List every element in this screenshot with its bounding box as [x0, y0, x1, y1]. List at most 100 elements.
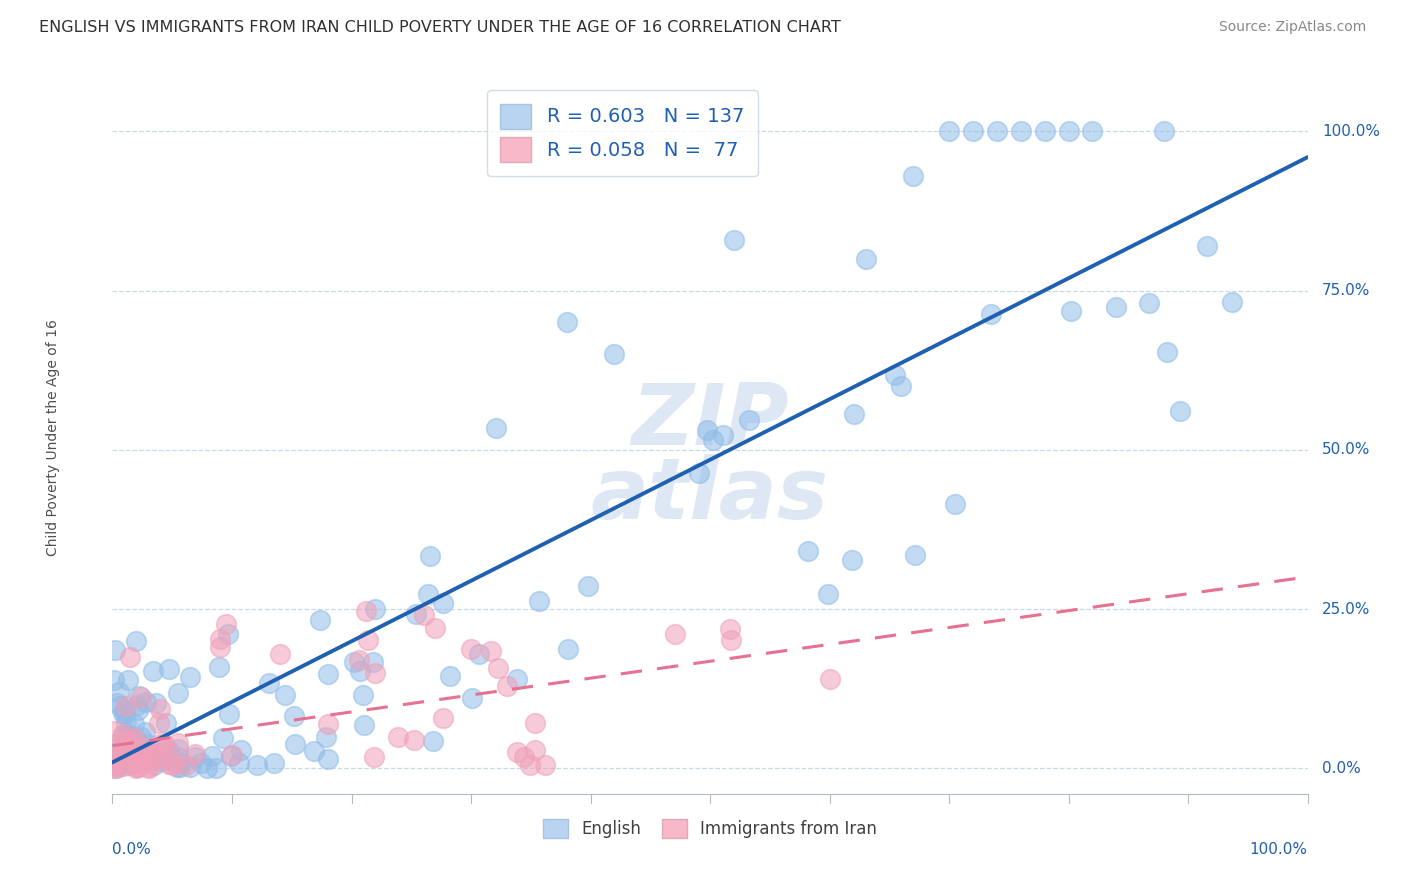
Point: [217, 627, 239, 641]
Text: 0.0%: 0.0%: [1322, 761, 1361, 776]
Point: [114, 749, 136, 764]
Point: [228, 756, 250, 770]
Point: [115, 733, 138, 747]
Point: [356, 604, 378, 618]
Point: [114, 698, 136, 713]
Point: [720, 632, 742, 647]
Point: [486, 661, 509, 675]
Point: [496, 679, 519, 693]
Point: [402, 733, 425, 747]
Point: [128, 689, 150, 703]
Point: [124, 748, 146, 763]
Point: [115, 744, 138, 758]
Point: [142, 664, 165, 678]
Point: [138, 755, 160, 769]
Point: [702, 434, 724, 448]
Point: [841, 553, 863, 567]
Point: [112, 706, 135, 720]
Point: [302, 744, 325, 758]
Point: [153, 738, 176, 752]
Point: [153, 752, 176, 766]
Point: [711, 427, 734, 442]
Point: [107, 760, 129, 774]
Point: [263, 756, 285, 771]
Point: [125, 633, 148, 648]
Point: [179, 670, 201, 684]
Point: [127, 756, 149, 770]
Point: [142, 750, 165, 764]
Point: [122, 716, 145, 731]
Point: [135, 695, 157, 709]
Point: [361, 655, 384, 669]
Point: [349, 664, 371, 678]
Point: [208, 632, 231, 646]
Point: [105, 696, 128, 710]
Point: [485, 420, 508, 434]
Point: [167, 686, 190, 700]
Point: [190, 756, 212, 770]
Point: [1153, 124, 1175, 138]
Point: [131, 747, 153, 761]
Text: 100.0%: 100.0%: [1322, 124, 1379, 139]
Point: [150, 751, 173, 765]
Point: [269, 647, 291, 661]
Point: [108, 685, 131, 699]
Text: 50.0%: 50.0%: [1322, 442, 1371, 458]
Point: [343, 655, 366, 669]
Point: [128, 738, 150, 752]
Point: [412, 608, 434, 623]
Point: [136, 760, 159, 774]
Point: [903, 169, 925, 183]
Point: [229, 743, 252, 757]
Point: [134, 743, 156, 757]
Point: [118, 758, 141, 772]
Point: [842, 407, 865, 421]
Point: [208, 660, 231, 674]
Point: [723, 233, 745, 247]
Text: 0.0%: 0.0%: [112, 842, 152, 857]
Point: [246, 758, 269, 772]
Point: [128, 703, 150, 717]
Point: [115, 743, 138, 757]
Point: [124, 750, 146, 764]
Point: [105, 745, 128, 759]
Point: [884, 368, 907, 383]
Point: [114, 703, 136, 717]
Point: [347, 652, 370, 666]
Point: [432, 710, 454, 724]
Point: [422, 734, 444, 748]
Point: [136, 747, 159, 761]
Point: [127, 732, 149, 747]
Point: [986, 124, 1008, 138]
Point: [259, 676, 281, 690]
Point: [136, 737, 159, 751]
Point: [155, 716, 177, 731]
Point: [167, 736, 190, 750]
Text: 25.0%: 25.0%: [1322, 601, 1371, 616]
Point: [284, 737, 307, 751]
Point: [1137, 295, 1160, 310]
Point: [103, 753, 125, 767]
Point: [904, 548, 927, 562]
Point: [1197, 239, 1219, 253]
Point: [149, 738, 172, 752]
Point: [150, 739, 173, 753]
Point: [1156, 345, 1178, 359]
Point: [111, 746, 134, 760]
Point: [1057, 124, 1080, 138]
Point: [416, 587, 439, 601]
Point: [688, 466, 710, 480]
Point: [1081, 124, 1104, 138]
Point: [103, 724, 125, 739]
Point: [209, 640, 232, 655]
Point: [184, 749, 207, 764]
Point: [1010, 124, 1032, 138]
Point: [534, 757, 557, 772]
Point: [603, 347, 626, 361]
Point: [460, 641, 482, 656]
Point: [479, 644, 502, 658]
Point: [1060, 303, 1083, 318]
Point: [114, 746, 136, 760]
Point: [128, 760, 150, 774]
Point: [363, 750, 385, 764]
